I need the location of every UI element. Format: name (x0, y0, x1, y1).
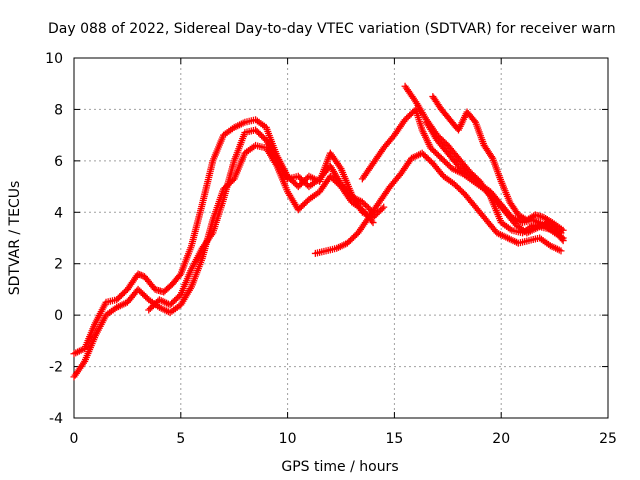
x-tick-label: 25 (599, 431, 617, 447)
x-tick-label: 0 (70, 431, 79, 447)
x-tick-label: 5 (176, 431, 185, 447)
data-point (488, 153, 496, 161)
y-tick-label: 0 (54, 308, 63, 324)
y-tick-label: 8 (54, 102, 63, 118)
data-point (559, 234, 567, 242)
y-tick-label: -4 (49, 411, 63, 427)
x-axis-label: GPS time / hours (281, 459, 398, 475)
x-tick-label: 20 (492, 431, 510, 447)
chart-title: Day 088 of 2022, Sidereal Day-to-day VTE… (48, 21, 616, 37)
x-tick-label: 10 (279, 431, 297, 447)
grid (74, 58, 608, 418)
data-point (369, 219, 377, 227)
data-point (559, 226, 567, 234)
y-axis-label: SDTVAR / TECUs (7, 181, 23, 296)
plot-frame (73, 57, 609, 419)
y-tick-label: 4 (54, 205, 63, 221)
axis-ticks: 0 5 10 15 20 25 -4 -2 0 2 4 6 8 10 (45, 51, 617, 447)
y-tick-label: 10 (45, 51, 63, 67)
x-tick-label: 15 (385, 431, 403, 447)
data-points (70, 82, 567, 381)
y-tick-label: 6 (54, 154, 63, 170)
data-point (378, 205, 386, 213)
y-tick-label: -2 (49, 360, 63, 376)
data-point (380, 203, 388, 211)
data-point (557, 247, 565, 255)
y-tick-label: 2 (54, 257, 63, 273)
